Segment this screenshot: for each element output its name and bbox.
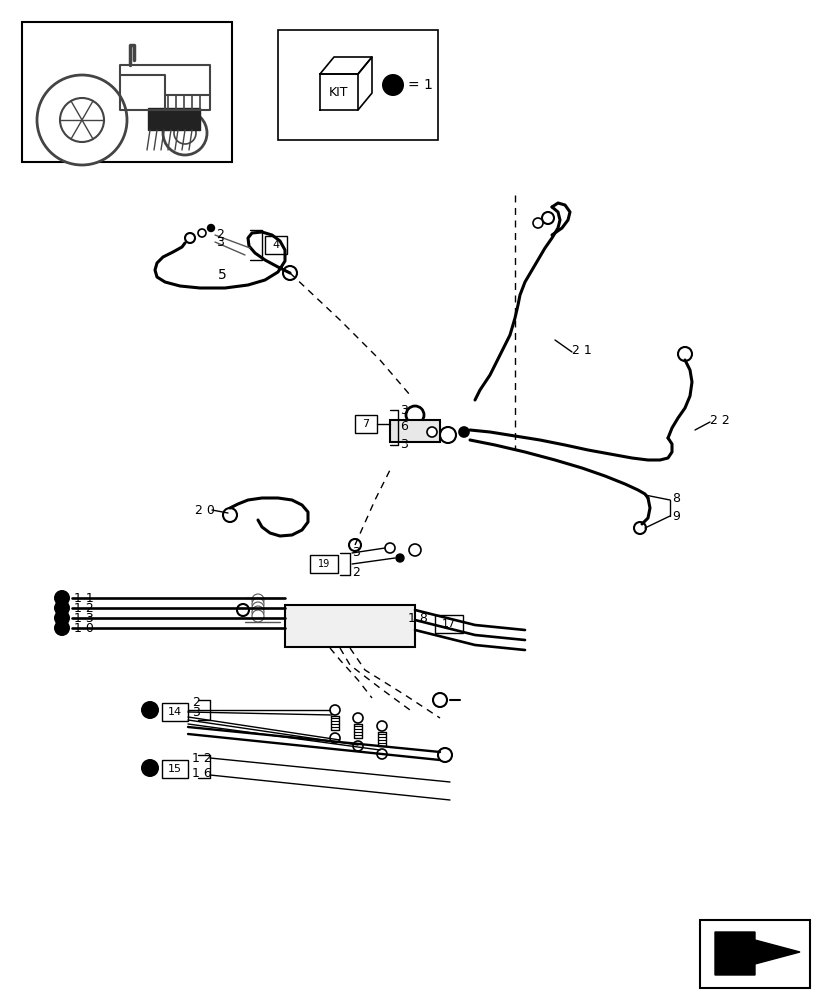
Text: 3: 3 xyxy=(399,438,408,452)
Text: 14: 14 xyxy=(168,707,182,717)
Text: 3: 3 xyxy=(399,403,408,416)
Circle shape xyxy=(376,721,386,731)
Circle shape xyxy=(208,225,214,232)
Circle shape xyxy=(458,427,468,437)
Text: 2 0: 2 0 xyxy=(195,504,215,516)
Circle shape xyxy=(54,620,70,636)
Text: 2 2: 2 2 xyxy=(709,414,729,426)
Text: 2: 2 xyxy=(192,696,199,710)
Bar xyxy=(699,920,809,988)
Circle shape xyxy=(141,701,159,719)
Circle shape xyxy=(352,713,362,723)
Circle shape xyxy=(251,610,264,622)
Text: 1 2: 1 2 xyxy=(74,601,93,614)
Text: 4: 4 xyxy=(272,240,280,250)
Text: = 1: = 1 xyxy=(408,78,433,92)
Text: 5: 5 xyxy=(218,268,227,282)
Circle shape xyxy=(405,406,423,424)
Bar xyxy=(162,760,188,778)
Circle shape xyxy=(251,594,264,606)
Bar xyxy=(162,703,188,721)
Circle shape xyxy=(283,266,297,280)
Text: 2: 2 xyxy=(216,228,223,240)
Circle shape xyxy=(37,75,127,165)
Text: KIT: KIT xyxy=(329,86,348,99)
Circle shape xyxy=(533,218,543,228)
Polygon shape xyxy=(148,108,200,130)
Bar xyxy=(284,605,414,647)
Circle shape xyxy=(163,111,207,155)
Circle shape xyxy=(60,98,104,142)
Polygon shape xyxy=(715,932,799,975)
Circle shape xyxy=(409,544,420,556)
Circle shape xyxy=(395,554,404,562)
Circle shape xyxy=(198,229,206,237)
Circle shape xyxy=(437,748,452,762)
Circle shape xyxy=(677,347,691,361)
Circle shape xyxy=(184,233,195,243)
Circle shape xyxy=(251,606,264,618)
Text: 1 6: 1 6 xyxy=(192,767,212,780)
Circle shape xyxy=(54,600,70,616)
Circle shape xyxy=(352,741,362,751)
Text: 1 3: 1 3 xyxy=(74,611,93,624)
Bar xyxy=(278,30,437,140)
Text: 19: 19 xyxy=(318,559,330,569)
Circle shape xyxy=(385,543,394,553)
Circle shape xyxy=(141,759,159,777)
Bar xyxy=(309,555,337,573)
Text: 1 2: 1 2 xyxy=(192,752,212,764)
Circle shape xyxy=(633,522,645,534)
Circle shape xyxy=(376,749,386,759)
Circle shape xyxy=(330,733,340,743)
Circle shape xyxy=(330,705,340,715)
Circle shape xyxy=(251,598,264,610)
Circle shape xyxy=(542,212,553,224)
Circle shape xyxy=(222,508,237,522)
Bar xyxy=(22,22,232,162)
Circle shape xyxy=(381,74,404,96)
Text: 2 1: 2 1 xyxy=(571,344,591,357)
Circle shape xyxy=(174,122,196,144)
Text: 17: 17 xyxy=(442,619,456,629)
Text: 1 0: 1 0 xyxy=(74,621,93,635)
Circle shape xyxy=(439,427,456,443)
Circle shape xyxy=(54,590,70,606)
Bar xyxy=(434,615,462,633)
Text: 3: 3 xyxy=(216,236,223,249)
Bar xyxy=(265,236,287,254)
Circle shape xyxy=(237,604,249,616)
Text: 3: 3 xyxy=(351,546,360,560)
Circle shape xyxy=(54,610,70,626)
Text: 15: 15 xyxy=(168,764,182,774)
Text: 8: 8 xyxy=(672,491,679,504)
Text: 9: 9 xyxy=(672,510,679,522)
Text: 6: 6 xyxy=(399,420,408,434)
Circle shape xyxy=(433,693,447,707)
Text: 7: 7 xyxy=(362,419,369,429)
Text: 3: 3 xyxy=(192,706,199,720)
Bar xyxy=(355,415,376,433)
Text: 1 1: 1 1 xyxy=(74,591,93,604)
Text: 1 8: 1 8 xyxy=(408,611,428,624)
Text: 2: 2 xyxy=(351,566,360,580)
Circle shape xyxy=(251,602,264,614)
Bar xyxy=(390,420,439,442)
Circle shape xyxy=(427,427,437,437)
Circle shape xyxy=(348,539,361,551)
